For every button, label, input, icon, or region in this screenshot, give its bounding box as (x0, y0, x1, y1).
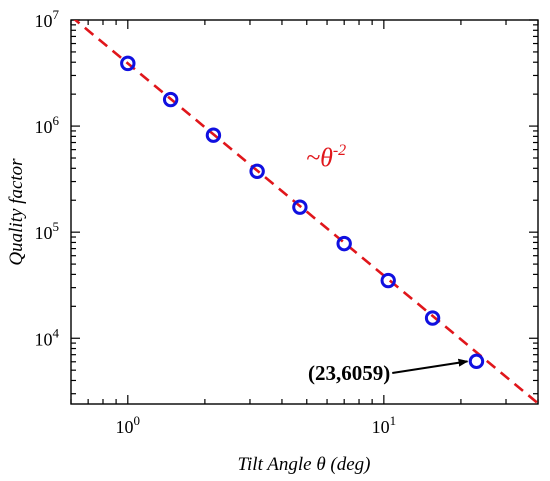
x-tick-label-exponent: 1 (390, 413, 397, 428)
trend-label-exponent: -2 (333, 142, 346, 159)
data-point (336, 235, 352, 252)
data-point (249, 163, 265, 179)
y-tick-label-base: 10 (35, 329, 53, 349)
data-point (120, 55, 136, 72)
x-tick-label-base: 10 (372, 417, 390, 437)
x-tick-label-exponent: 0 (134, 413, 141, 428)
y-tick-label-exponent: 7 (53, 7, 60, 22)
y-tick-label-exponent: 6 (53, 113, 60, 128)
callout-label: (23,6059) (308, 361, 390, 385)
y-tick-label: 104 (35, 325, 60, 349)
y-tick-label-exponent: 5 (53, 219, 60, 234)
y-tick-label-base: 10 (35, 11, 53, 31)
x-tick-label: 101 (372, 413, 397, 437)
y-tick-label-exponent: 4 (53, 325, 60, 340)
y-tick-label: 105 (35, 219, 60, 243)
x-tick-label-base: 10 (116, 417, 134, 437)
data-point (205, 127, 222, 143)
data-point (292, 199, 308, 215)
data-point (380, 272, 396, 289)
callout-arrow (392, 358, 469, 374)
data-point (424, 310, 441, 326)
x-axis-ticks: 100 101 (70, 20, 539, 437)
trend-label-prefix: ~θ (306, 143, 333, 172)
trend-line (73, 20, 538, 404)
data-point (162, 91, 179, 108)
x-tick-label: 100 (116, 413, 141, 437)
y-tick-label-base: 10 (35, 223, 53, 243)
plot-frame (70, 19, 539, 405)
data-point (468, 353, 485, 370)
y-axis-label: Quality factor (6, 158, 27, 266)
trend-label: ~θ-2 (306, 142, 346, 172)
x-axis-label: Tilt Angle θ (deg) (238, 454, 371, 475)
y-tick-label: 107 (35, 7, 60, 31)
y-tick-label: 106 (35, 113, 60, 137)
y-tick-label-base: 10 (35, 117, 53, 137)
data-points (120, 55, 485, 370)
